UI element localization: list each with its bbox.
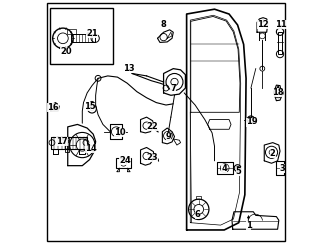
Text: 11: 11 [275,20,287,30]
Text: 3: 3 [280,163,285,173]
Bar [49,8,113,64]
Text: 19: 19 [246,118,258,126]
Text: 2: 2 [270,149,276,158]
Text: 16: 16 [47,103,59,112]
Bar [196,195,201,199]
Text: 24: 24 [119,156,130,165]
Bar [65,138,69,152]
Text: 18: 18 [272,88,284,97]
Text: 22: 22 [147,122,159,131]
Text: 8: 8 [161,20,166,30]
Text: 4: 4 [221,163,227,173]
Text: 15: 15 [84,102,96,111]
Text: 5: 5 [236,167,242,176]
Text: 14: 14 [85,144,97,153]
Text: 13: 13 [123,64,134,73]
Text: 6: 6 [195,210,201,219]
Text: 12: 12 [257,20,269,30]
Text: 9: 9 [166,132,171,141]
Text: 21: 21 [86,29,98,38]
Bar [66,29,76,34]
Text: 10: 10 [114,128,126,137]
Text: 23: 23 [147,153,158,162]
Text: 20: 20 [60,47,72,56]
Bar [116,158,131,168]
Bar [278,32,283,54]
Text: 7: 7 [170,83,176,92]
Text: 17: 17 [56,137,68,146]
Text: 1: 1 [246,221,251,230]
Bar [71,34,95,42]
